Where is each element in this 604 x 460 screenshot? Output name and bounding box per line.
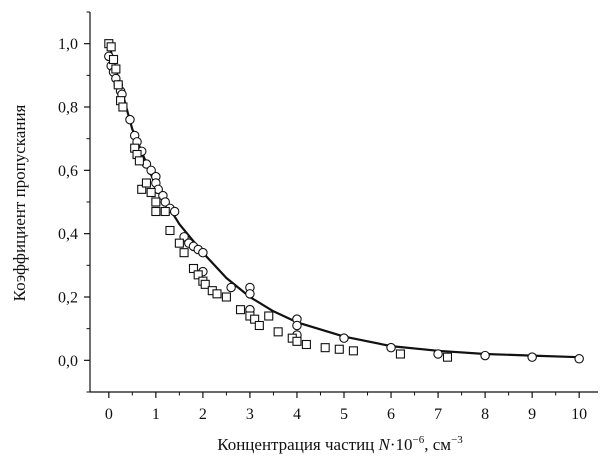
square-point — [395, 349, 405, 359]
square-point — [264, 311, 274, 321]
circle-point — [480, 350, 490, 361]
square-point — [235, 305, 246, 315]
circle-point — [433, 349, 443, 359]
square-point — [165, 225, 175, 236]
circle-point — [245, 289, 255, 299]
y-tick-label: 0,0 — [58, 353, 78, 370]
square-point — [113, 80, 123, 90]
square-point — [106, 42, 116, 52]
square-point — [137, 184, 147, 194]
circle-point — [160, 197, 171, 207]
square-point — [111, 64, 121, 74]
x-tick-label: 8 — [481, 406, 489, 423]
circle-point — [226, 282, 236, 293]
data-points — [104, 39, 584, 364]
y-tick-label: 0,8 — [58, 100, 78, 117]
circle-point — [198, 247, 208, 258]
x-tick-label: 2 — [199, 406, 207, 423]
x-tick-label: 1 — [152, 406, 160, 423]
square-point — [151, 197, 161, 207]
x-tick-label: 0 — [105, 406, 113, 423]
square-point — [442, 352, 453, 362]
fit-curve — [107, 42, 581, 359]
square-point — [134, 156, 144, 166]
square-point — [151, 206, 161, 217]
circle-point — [339, 333, 349, 343]
square-point — [320, 343, 330, 353]
circle-point — [169, 206, 180, 217]
square-point — [193, 270, 203, 280]
square-point — [141, 178, 151, 188]
y-tick-label: 1,0 — [58, 36, 78, 53]
circle-point — [125, 114, 135, 125]
x-tick-labels: 0 1 2 3 4 5 6 7 8 9 10 — [105, 406, 587, 423]
y-tick-label: 0,2 — [58, 290, 78, 307]
circle-point — [292, 320, 302, 331]
square-point — [118, 102, 128, 112]
x-tick-label: 10 — [571, 406, 587, 423]
square-point — [334, 344, 344, 354]
square-point — [221, 292, 231, 302]
square-point — [273, 327, 283, 337]
x-tick-label: 9 — [528, 406, 536, 423]
y-tick-label: 0,6 — [58, 163, 78, 180]
circle-point — [574, 353, 584, 364]
y-axis-label: Коэффициент пропускания — [10, 104, 29, 301]
x-tick-label: 7 — [434, 406, 442, 423]
square-point — [160, 206, 170, 217]
square-point — [146, 187, 156, 198]
circle-point — [527, 352, 537, 362]
x-axis-label: Концентрация частиц N·10−6, см−3 — [217, 434, 463, 454]
x-tick-label: 4 — [293, 406, 301, 423]
square-point — [254, 320, 264, 331]
y-tick-labels: 0,0 0,2 0,4 0,6 0,8 1,0 — [58, 36, 78, 370]
square-point — [179, 248, 189, 258]
x-tick-label: 3 — [246, 406, 254, 423]
x-tick-label: 6 — [387, 406, 395, 423]
square-point — [250, 314, 260, 324]
x-tick-label: 5 — [340, 406, 348, 423]
circle-point — [146, 165, 156, 176]
axis-ticks — [84, 11, 580, 398]
square-point — [108, 54, 119, 65]
square-point — [292, 336, 302, 346]
circle-point — [386, 342, 396, 353]
square-point — [188, 263, 199, 274]
square-point — [348, 346, 358, 356]
y-tick-label: 0,4 — [58, 226, 78, 243]
square-point — [301, 339, 311, 350]
square-point — [174, 238, 184, 248]
square-point — [200, 279, 210, 289]
fit-curve-group — [107, 42, 581, 359]
square-point — [212, 289, 222, 299]
